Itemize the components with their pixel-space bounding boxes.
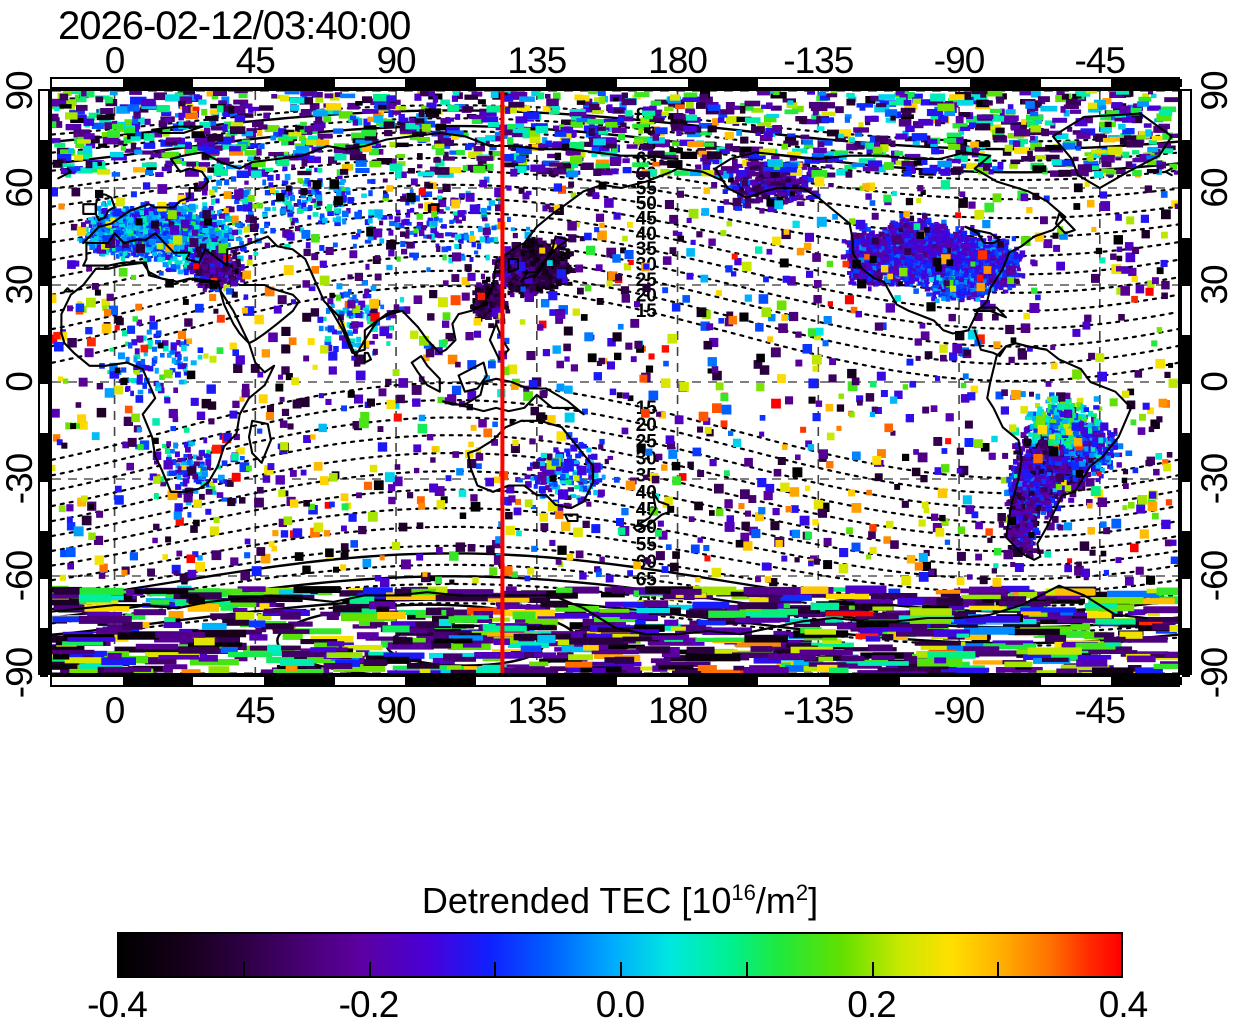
x-tick-bottom-5: -135 — [783, 690, 853, 732]
x-tick-top-3: 135 — [507, 40, 566, 82]
x-tick-bottom-1: 45 — [236, 690, 275, 732]
y-tick-right-1: 60 — [1194, 168, 1236, 207]
colorbar-label-4: 0.4 — [1099, 984, 1147, 1026]
colorbar-title-exp2: 2 — [796, 880, 808, 905]
y-tick-right-4: -30 — [1194, 454, 1236, 504]
y-tick-left-6: -90 — [0, 648, 41, 698]
colorbar-title-main: Detrended TEC [10 — [422, 880, 732, 921]
y-tick-left-2: 30 — [0, 265, 41, 304]
y-tick-right-0: 90 — [1194, 71, 1236, 110]
y-tick-right-3: 0 — [1194, 372, 1236, 392]
x-tick-top-1: 45 — [236, 40, 275, 82]
colorbar-title: Detrended TEC [1016/m2] — [422, 880, 818, 922]
x-tick-bottom-2: 90 — [376, 690, 415, 732]
colorbar-label-1: -0.2 — [339, 984, 399, 1026]
map-plot-area[interactable]: 8075706560555045403530252015152025303540… — [50, 89, 1180, 675]
colorbar-tick-2 — [746, 962, 748, 978]
y-tick-right-5: -60 — [1194, 551, 1236, 601]
colorbar-label-3: 0.2 — [847, 984, 895, 1026]
world-map-svg: 8075706560555045403530252015152025303540… — [52, 91, 1178, 673]
x-tick-top-4: 180 — [648, 40, 707, 82]
y-tick-left-0: 90 — [0, 71, 41, 110]
x-tick-bottom-6: -90 — [934, 690, 984, 732]
colorbar-label-2: 0.0 — [596, 984, 644, 1026]
colorbar-label-0: -0.4 — [87, 984, 147, 1026]
y-tick-left-3: 0 — [0, 372, 41, 392]
colorbar-title-exp1: 16 — [731, 880, 755, 905]
y-tick-left-1: 60 — [0, 168, 41, 207]
axis-border-bottom — [50, 675, 1180, 687]
x-tick-bottom-7: -45 — [1075, 690, 1125, 732]
y-tick-left-4: -30 — [0, 454, 41, 504]
x-tick-top-2: 90 — [376, 40, 415, 82]
x-tick-bottom-0: 0 — [105, 690, 125, 732]
x-tick-top-0: 0 — [105, 40, 125, 82]
y-tick-right-2: 30 — [1194, 265, 1236, 304]
y-tick-left-5: -60 — [0, 551, 41, 601]
x-tick-top-7: -45 — [1075, 40, 1125, 82]
axis-border-right — [1180, 89, 1192, 675]
axis-border-top — [50, 77, 1180, 89]
y-tick-right-6: -90 — [1194, 648, 1236, 698]
colorbar-tick-5 — [369, 962, 371, 978]
colorbar-tick-7 — [872, 962, 874, 978]
colorbar-tick-3 — [997, 962, 999, 978]
x-tick-top-6: -90 — [934, 40, 984, 82]
colorbar-tick-0 — [243, 962, 245, 978]
colorbar-tick-6 — [620, 962, 622, 978]
x-tick-top-5: -135 — [783, 40, 853, 82]
colorbar-tick-1 — [494, 962, 496, 978]
x-tick-bottom-4: 180 — [648, 690, 707, 732]
colorbar-title-close: ] — [808, 880, 818, 921]
x-tick-bottom-3: 135 — [507, 690, 566, 732]
colorbar-title-mid: /m — [756, 880, 796, 921]
